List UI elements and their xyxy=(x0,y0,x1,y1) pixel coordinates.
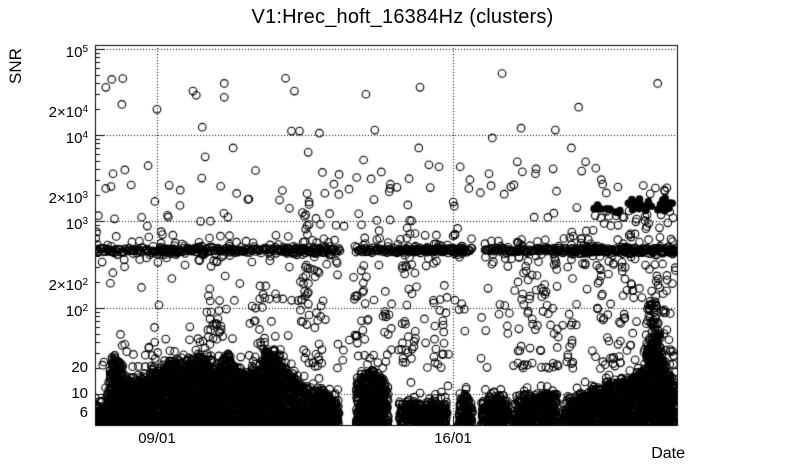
chart: V1:Hrec_hoft_16384Hz (clusters) SNR Date… xyxy=(0,0,805,472)
plot-area xyxy=(0,0,805,472)
root-canvas: { "page": { "background": "#ffffff", "fo… xyxy=(0,0,805,472)
